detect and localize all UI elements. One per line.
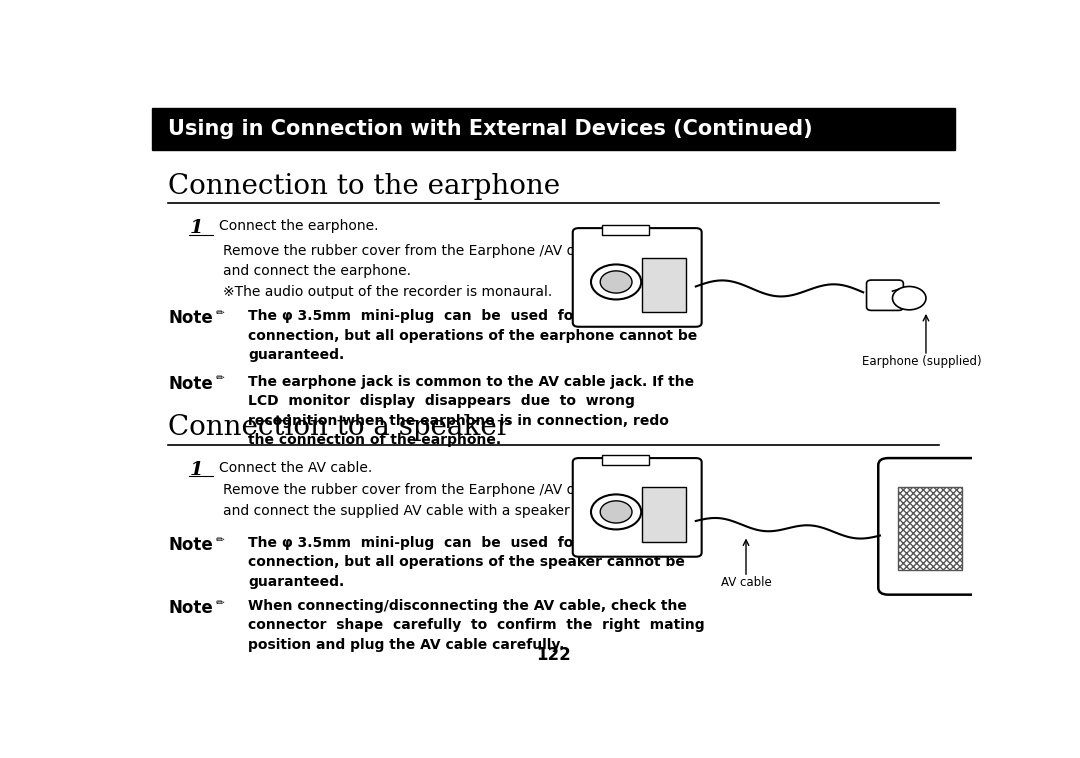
Text: The φ 3.5mm  mini-plug  can  be  used  for  speaker
connection, but all operatio: The φ 3.5mm mini-plug can be used for sp…	[248, 536, 685, 589]
Circle shape	[591, 265, 642, 299]
Text: Connection to the earphone: Connection to the earphone	[168, 173, 561, 199]
Text: AV cable: AV cable	[720, 576, 771, 589]
FancyBboxPatch shape	[572, 458, 702, 556]
FancyBboxPatch shape	[572, 228, 702, 327]
Text: Note: Note	[168, 309, 213, 327]
Text: ✏: ✏	[216, 534, 225, 544]
Text: Remove the rubber cover from the Earphone /AV output terminal,
and connect the s: Remove the rubber cover from the Earphon…	[222, 483, 679, 518]
Text: 122: 122	[536, 646, 571, 664]
Text: ✏: ✏	[216, 597, 225, 608]
Circle shape	[892, 287, 926, 310]
Text: Note: Note	[168, 374, 213, 393]
Text: Remove the rubber cover from the Earphone /AV output terminal,
and connect the e: Remove the rubber cover from the Earphon…	[222, 244, 679, 299]
Bar	[642, 487, 687, 542]
FancyBboxPatch shape	[866, 280, 903, 311]
Text: 1: 1	[189, 219, 203, 237]
Text: ✏: ✏	[216, 374, 225, 384]
Circle shape	[600, 501, 632, 523]
Bar	[642, 258, 687, 312]
Text: 1: 1	[189, 461, 203, 479]
Bar	[151, 108, 956, 151]
Bar	[602, 224, 649, 235]
Circle shape	[591, 494, 642, 529]
Text: The earphone jack is common to the AV cable jack. If the
LCD  monitor  display  : The earphone jack is common to the AV ca…	[248, 374, 694, 447]
Text: Note: Note	[168, 599, 213, 617]
Text: Note: Note	[168, 536, 213, 553]
Text: The φ 3.5mm  mini-plug  can  be  used  for  earphone
connection, but all operati: The φ 3.5mm mini-plug can be used for ea…	[248, 309, 698, 362]
Text: Using in Connection with External Devices (Continued): Using in Connection with External Device…	[168, 120, 813, 139]
Text: Connect the AV cable.: Connect the AV cable.	[218, 461, 372, 475]
Text: Earphone (supplied): Earphone (supplied)	[862, 355, 982, 368]
Text: ✏: ✏	[216, 308, 225, 318]
Text: Connect the earphone.: Connect the earphone.	[218, 219, 378, 233]
Text: When connecting/disconnecting the AV cable, check the
connector  shape  carefull: When connecting/disconnecting the AV cab…	[248, 599, 704, 652]
Text: Connection to a speaker: Connection to a speaker	[168, 415, 511, 441]
Bar	[602, 455, 649, 465]
Bar	[899, 487, 962, 570]
FancyBboxPatch shape	[878, 458, 982, 595]
Circle shape	[600, 271, 632, 293]
